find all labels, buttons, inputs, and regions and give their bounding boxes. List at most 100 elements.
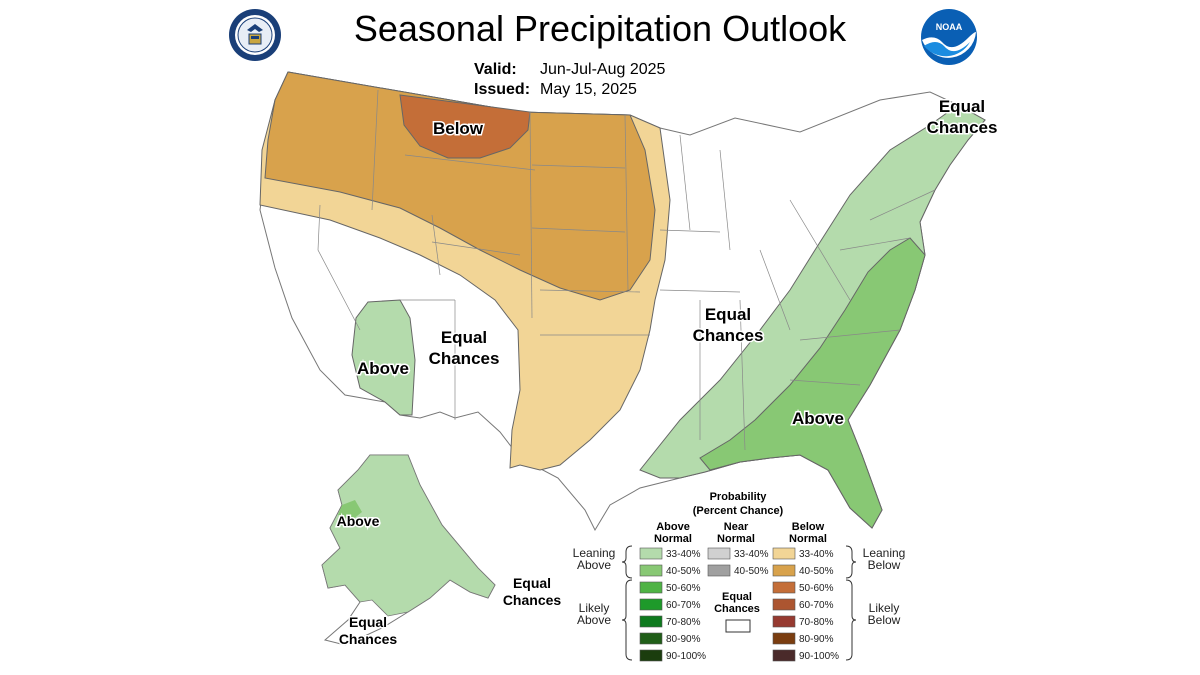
label-above-southeast: Above bbox=[792, 409, 844, 428]
noaa-logo-text: NOAA bbox=[936, 22, 963, 32]
legend-below-header: Below Normal bbox=[789, 521, 827, 545]
legend-leaning-below-line-1: Below bbox=[868, 558, 901, 572]
legend-below-swatch-6 bbox=[772, 649, 796, 662]
legend-below-swatch-label-1: 40-50% bbox=[799, 566, 834, 577]
legend-above-swatch-label-0: 33-40% bbox=[666, 549, 701, 560]
legend-above-swatch-0 bbox=[639, 547, 663, 560]
legend-above-header: Above Normal bbox=[654, 521, 692, 545]
legend-near-swatch-label-0: 33-40% bbox=[734, 549, 769, 560]
label-equal-chances-central-line-1: Chances bbox=[693, 326, 764, 345]
legend-near-header: Near Normal bbox=[717, 521, 755, 545]
issued-row: Issued: May 15, 2025 bbox=[474, 80, 665, 100]
legend-below-swatch-label-6: 90-100% bbox=[799, 651, 839, 662]
label-equal-chances-aleutians-line-1: Chances bbox=[503, 592, 562, 608]
legend-above-swatch-label-3: 60-70% bbox=[666, 600, 701, 611]
legend-above-swatch-2 bbox=[639, 581, 663, 594]
issued-label: Issued: bbox=[474, 81, 531, 98]
label-equal-chances-northeast-line-1: Chances bbox=[927, 118, 998, 137]
legend-likely-below-line-1: Below bbox=[868, 613, 901, 627]
legend-near-swatches: 33-40% 40-50% bbox=[707, 547, 769, 577]
legend-above-swatches: 33-40% 40-50% 50-60% 60-70% 70-80% 80-90% 90-1… bbox=[639, 547, 706, 662]
legend-below-swatch-2 bbox=[772, 581, 796, 594]
legend: Probability (Percent Chance) Above Normal… bbox=[573, 491, 906, 662]
legend-leaning-above: Leaning Above bbox=[573, 546, 616, 572]
legend-below-swatch-3 bbox=[772, 598, 796, 611]
label-equal-chances-aleutians: Equal Chances bbox=[503, 575, 562, 608]
legend-leaning-below-line-0: Leaning bbox=[863, 546, 906, 560]
state-boundaries bbox=[317, 89, 936, 451]
legend-below-header-line-0: Below bbox=[792, 521, 825, 533]
label-equal-chances-southwest: Equal Chances bbox=[429, 328, 500, 368]
southeast-above-40-50 bbox=[699, 237, 926, 529]
valid-value: Jun-Jul-Aug 2025 bbox=[540, 61, 666, 78]
legend-likely-above-line-1: Above bbox=[577, 613, 611, 627]
legend-below-swatch-0 bbox=[772, 547, 796, 560]
label-below-north: Below bbox=[433, 119, 484, 138]
legend-leaning-above-line-0: Leaning bbox=[573, 546, 616, 560]
legend-brace-likely-below bbox=[845, 579, 857, 661]
label-equal-chances-central: Equal Chances bbox=[693, 305, 764, 345]
validity-info: Valid: Jun-Jul-Aug 2025 Issued: May 15, 20… bbox=[474, 60, 665, 100]
legend-equal-chances-label: Equal Chances bbox=[714, 591, 760, 615]
legend-title: Probability bbox=[710, 491, 768, 503]
issued-value: May 15, 2025 bbox=[540, 81, 637, 98]
legend-equal-chances-label-line-1: Chances bbox=[714, 603, 760, 615]
label-equal-chances-alaska-line-0: Equal bbox=[349, 614, 387, 630]
alaska-above-40-50 bbox=[338, 500, 362, 520]
legend-above-swatch-6 bbox=[639, 649, 663, 662]
label-equal-chances-southwest-line-1: Chances bbox=[429, 349, 500, 368]
legend-likely-above: Likely Above bbox=[577, 601, 611, 627]
legend-leaning-below: Leaning Below bbox=[863, 546, 906, 572]
valid-row: Valid: Jun-Jul-Aug 2025 bbox=[474, 60, 665, 80]
legend-subtitle: (Percent Chance) bbox=[693, 505, 784, 517]
legend-brace-leaning-below bbox=[845, 545, 857, 579]
legend-near-swatch-0 bbox=[707, 547, 731, 560]
noaa-logo: NOAA bbox=[921, 9, 977, 65]
legend-below-swatches: 33-40% 40-50% 50-60% 60-70% 70-80% 80-90% 90-1… bbox=[772, 547, 839, 662]
west-below-40-50 bbox=[264, 71, 656, 301]
label-equal-chances-central-line-0: Equal bbox=[705, 305, 751, 324]
legend-above-swatch-label-5: 80-90% bbox=[666, 634, 701, 645]
label-equal-chances-alaska-line-1: Chances bbox=[339, 631, 398, 647]
legend-likely-below: Likely Below bbox=[868, 601, 901, 627]
legend-above-header-line-0: Above bbox=[656, 521, 690, 533]
legend-brace-leaning-above bbox=[621, 545, 633, 579]
legend-below-swatch-4 bbox=[772, 615, 796, 628]
legend-above-swatch-3 bbox=[639, 598, 663, 611]
legend-above-swatch-label-2: 50-60% bbox=[666, 583, 701, 594]
legend-below-swatch-1 bbox=[772, 564, 796, 577]
legend-above-header-line-1: Normal bbox=[654, 533, 692, 545]
legend-below-swatch-label-5: 80-90% bbox=[799, 634, 834, 645]
valid-label: Valid: bbox=[474, 61, 517, 78]
legend-below-swatch-label-4: 70-80% bbox=[799, 617, 834, 628]
legend-leaning-above-line-1: Above bbox=[577, 558, 611, 572]
label-equal-chances-northeast-line-0: Equal bbox=[939, 97, 985, 116]
legend-above-swatch-label-4: 70-80% bbox=[666, 617, 701, 628]
legend-above-swatch-1 bbox=[639, 564, 663, 577]
legend-above-swatch-label-6: 90-100% bbox=[666, 651, 706, 662]
legend-above-swatch-label-1: 40-50% bbox=[666, 566, 701, 577]
legend-equal-chances-label-line-0: Equal bbox=[722, 591, 752, 603]
legend-equal-chances-swatch bbox=[725, 619, 751, 633]
label-equal-chances-northeast: Equal Chances bbox=[927, 97, 998, 137]
commerce-seal-logo bbox=[229, 9, 281, 61]
label-equal-chances-southwest-line-0: Equal bbox=[441, 328, 487, 347]
southwest-above-33-40 bbox=[351, 299, 416, 416]
legend-likely-above-line-0: Likely bbox=[579, 601, 610, 615]
legend-below-header-line-1: Normal bbox=[789, 533, 827, 545]
label-above-southwest: Above bbox=[357, 359, 409, 378]
label-equal-chances-aleutians-line-0: Equal bbox=[513, 575, 551, 591]
legend-near-swatch-label-1: 40-50% bbox=[734, 566, 769, 577]
legend-below-swatch-label-2: 50-60% bbox=[799, 583, 834, 594]
alaska-above-33-40 bbox=[321, 454, 496, 617]
legend-above-swatch-4 bbox=[639, 615, 663, 628]
legend-near-swatch-1 bbox=[707, 564, 731, 577]
legend-likely-below-line-0: Likely bbox=[869, 601, 900, 615]
legend-near-header-line-1: Normal bbox=[717, 533, 755, 545]
legend-below-swatch-label-3: 60-70% bbox=[799, 600, 834, 611]
legend-brace-likely-above bbox=[621, 579, 633, 661]
northern-rockies-below-50-60 bbox=[399, 94, 531, 159]
legend-near-header-line-0: Near bbox=[724, 521, 749, 533]
page-title: Seasonal Precipitation Outlook bbox=[353, 8, 847, 49]
